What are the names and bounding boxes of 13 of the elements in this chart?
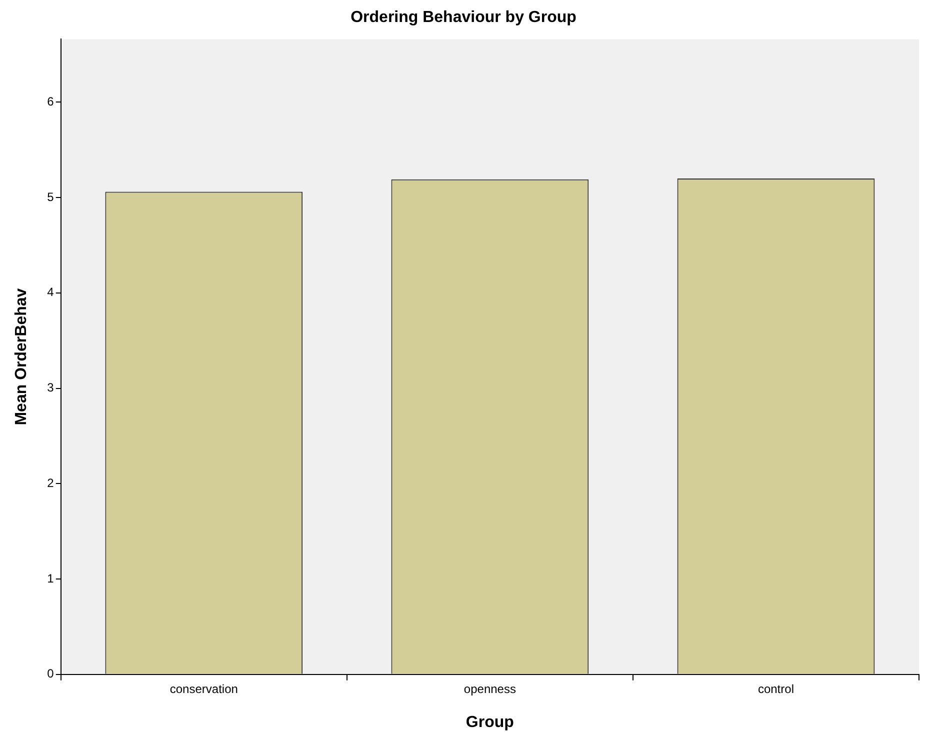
x-tick-label: conservation <box>170 682 238 696</box>
y-axis-title: Mean OrderBehav <box>13 288 30 426</box>
x-tick-label: control <box>758 682 794 696</box>
y-tick-label: 6 <box>47 94 54 108</box>
y-tick-label: 0 <box>47 666 54 681</box>
y-tick-label: 1 <box>47 571 54 586</box>
x-tick-label: openness <box>464 682 516 696</box>
y-tick-label: 2 <box>47 476 54 490</box>
y-tick-label: 3 <box>47 380 54 395</box>
chart-title: Ordering Behaviour by Group <box>350 9 577 26</box>
y-tick-label: 5 <box>47 190 54 204</box>
y-tick-label: 4 <box>47 285 54 300</box>
x-axis-title: Group <box>466 714 514 731</box>
